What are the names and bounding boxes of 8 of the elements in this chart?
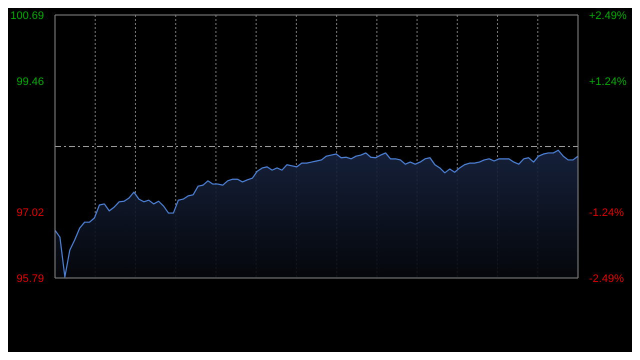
y2-tick-label: +2.49% (589, 10, 627, 22)
y-tick-label: 97.02 (16, 206, 44, 219)
y-tick-label: 99.46 (16, 76, 44, 88)
y-tick-label: 100.69 (10, 10, 44, 22)
y2-tick-label: -1.24% (589, 206, 624, 219)
y2-tick-label: +1.24% (589, 76, 627, 88)
y-tick-label: 95.79 (16, 273, 44, 285)
y2-tick-label: -2.49% (589, 273, 624, 285)
